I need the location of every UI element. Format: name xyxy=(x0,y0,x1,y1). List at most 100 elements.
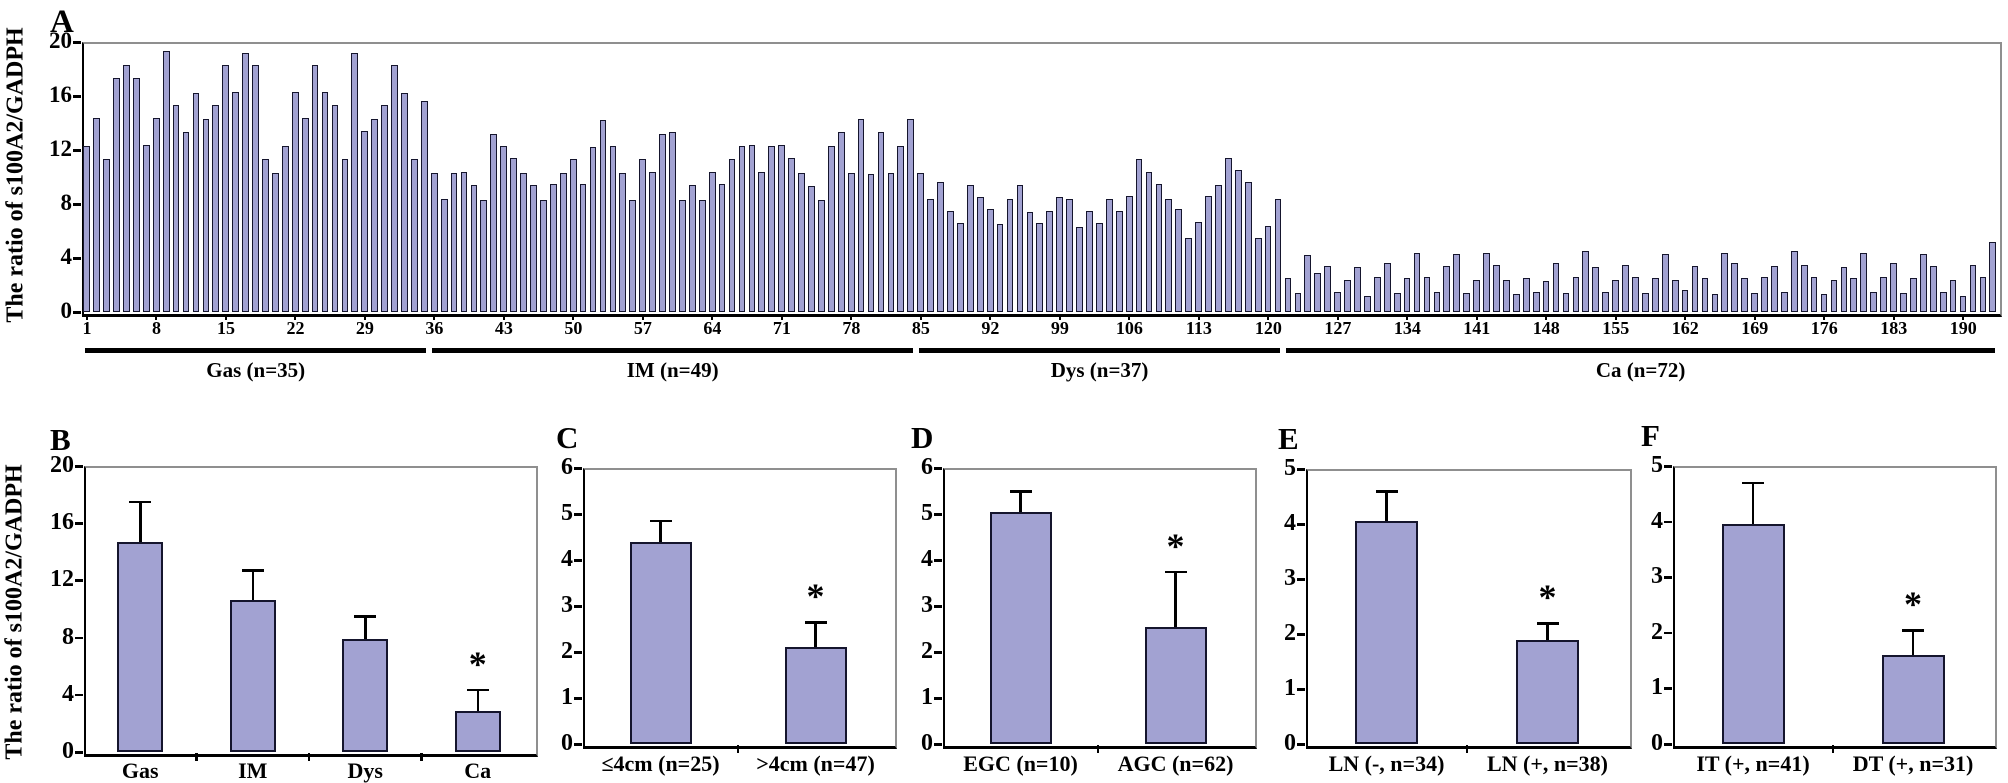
bar xyxy=(847,172,855,312)
bar xyxy=(1383,263,1391,312)
bar xyxy=(212,105,220,312)
x-tick-mark xyxy=(502,315,505,320)
bar xyxy=(947,210,954,312)
x-tick-label: 99 xyxy=(1050,318,1069,338)
bar xyxy=(1215,185,1222,312)
x-tick-label: 148 xyxy=(1532,318,1560,338)
category-label: Gas xyxy=(121,758,159,783)
error-bar-cap xyxy=(1742,481,1764,485)
x-tick-mark xyxy=(1058,315,1061,320)
x-tick-label: 22 xyxy=(286,318,305,338)
bar xyxy=(1731,263,1739,312)
bar xyxy=(1850,278,1858,312)
x-tick-label: 176 xyxy=(1810,318,1838,338)
bar xyxy=(837,132,845,312)
bar xyxy=(411,159,418,312)
bar xyxy=(1820,294,1828,312)
y-axis-label-row1: The ratio of s100A2/GADPH xyxy=(2,27,29,323)
bar xyxy=(1264,225,1272,312)
y-tick-mark xyxy=(574,467,582,470)
x-tick-mark xyxy=(1096,745,1100,753)
bar xyxy=(1512,294,1520,312)
bar xyxy=(1503,279,1510,312)
x-tick-label: 36 xyxy=(425,318,444,338)
y-tick-label: 0 xyxy=(921,730,933,756)
category-label: Dys xyxy=(347,758,383,783)
y-tick-mark xyxy=(1297,688,1305,691)
error-bar-stem xyxy=(1546,623,1549,640)
group-underline xyxy=(918,348,1281,353)
bar xyxy=(818,199,825,312)
bar xyxy=(291,91,299,312)
bar xyxy=(440,198,448,312)
bar xyxy=(679,199,686,312)
bar xyxy=(1234,170,1242,312)
x-tick-mark xyxy=(1197,315,1200,320)
significance-asterisk: * xyxy=(806,576,825,617)
significance-asterisk: * xyxy=(1538,577,1557,617)
bar xyxy=(1076,226,1083,312)
x-tick-label: 183 xyxy=(1880,318,1908,338)
bar xyxy=(1066,198,1073,312)
y-tick-label: 0 xyxy=(62,738,74,764)
bar xyxy=(738,145,746,312)
x-tick-label: 50 xyxy=(564,318,583,338)
x-tick-mark xyxy=(294,315,297,320)
bar xyxy=(1165,198,1173,312)
error-bar-cap xyxy=(354,615,377,618)
bar xyxy=(142,144,150,312)
error-bar-stem xyxy=(251,570,254,601)
error-bar-stem xyxy=(364,616,367,640)
bar xyxy=(798,172,805,312)
y-tick-mark xyxy=(73,95,81,98)
bar xyxy=(1711,294,1719,312)
y-tick-label: 4 xyxy=(1284,510,1296,536)
bar xyxy=(788,158,795,312)
bar xyxy=(728,159,736,312)
bar xyxy=(649,171,656,312)
y-tick-label: 4 xyxy=(60,244,73,269)
bar xyxy=(1354,267,1361,312)
x-tick-mark xyxy=(1465,745,1469,753)
panel-d-plot xyxy=(943,468,1257,749)
bar xyxy=(1741,278,1748,312)
bar xyxy=(768,145,776,312)
bar xyxy=(242,52,249,312)
x-tick-mark xyxy=(1962,315,1965,320)
bar xyxy=(599,120,607,312)
error-bar-cap xyxy=(649,519,672,523)
bar xyxy=(1334,291,1341,312)
panel-c-letter: C xyxy=(556,420,579,455)
y-tick-mark xyxy=(1664,520,1672,524)
bar xyxy=(629,199,637,312)
x-tick-mark xyxy=(195,753,198,761)
bar xyxy=(450,172,458,312)
y-tick-label: 1 xyxy=(1284,675,1296,701)
bar xyxy=(1364,295,1371,312)
bar xyxy=(1780,291,1788,312)
y-tick-mark xyxy=(75,522,83,525)
y-tick-label: 5 xyxy=(1651,452,1663,478)
error-bar-stem xyxy=(1911,630,1915,656)
bar xyxy=(778,144,786,312)
panel-e-letter: E xyxy=(1278,421,1299,456)
bar xyxy=(1314,272,1322,312)
x-tick-mark xyxy=(736,745,740,753)
bar xyxy=(123,64,130,312)
bar xyxy=(1086,210,1093,312)
bar xyxy=(1860,252,1868,312)
bar xyxy=(93,117,101,312)
bar xyxy=(1145,171,1153,312)
bar xyxy=(540,199,547,312)
y-tick-mark xyxy=(574,513,582,516)
group-label: IM (n=49) xyxy=(626,358,719,382)
y-tick-mark xyxy=(75,693,83,697)
bar xyxy=(1602,291,1610,312)
bar xyxy=(698,199,706,312)
bar xyxy=(1881,655,1945,744)
x-tick-label: 162 xyxy=(1671,318,1699,338)
bar xyxy=(1473,279,1480,312)
x-tick-label: 64 xyxy=(703,318,722,338)
bar xyxy=(748,144,756,312)
y-tick-mark xyxy=(934,743,942,746)
